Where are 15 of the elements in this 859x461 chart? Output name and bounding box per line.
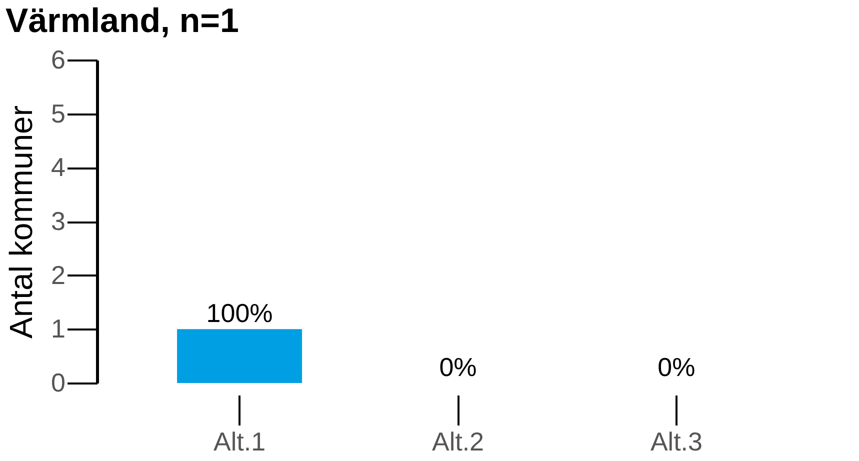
chart-title: Värmland, n=1 [6, 2, 239, 40]
x-tick-label: Alt.2 [432, 426, 484, 456]
x-tick-label: Alt.1 [214, 426, 266, 456]
y-tick-label: 3 [51, 206, 66, 236]
y-tick-label: 1 [51, 314, 66, 344]
data-label: 100% [206, 298, 273, 328]
y-tick-label: 0 [51, 368, 66, 398]
y-axis-title: Antal kommuner [3, 105, 40, 338]
y-tick-label: 5 [51, 98, 66, 128]
data-label: 0% [439, 352, 477, 382]
y-tick-label: 4 [51, 152, 66, 182]
data-label: 0% [658, 352, 696, 382]
x-tick-label: Alt.3 [650, 426, 702, 456]
y-tick-label: 6 [51, 44, 66, 74]
y-tick-label: 2 [51, 260, 66, 290]
